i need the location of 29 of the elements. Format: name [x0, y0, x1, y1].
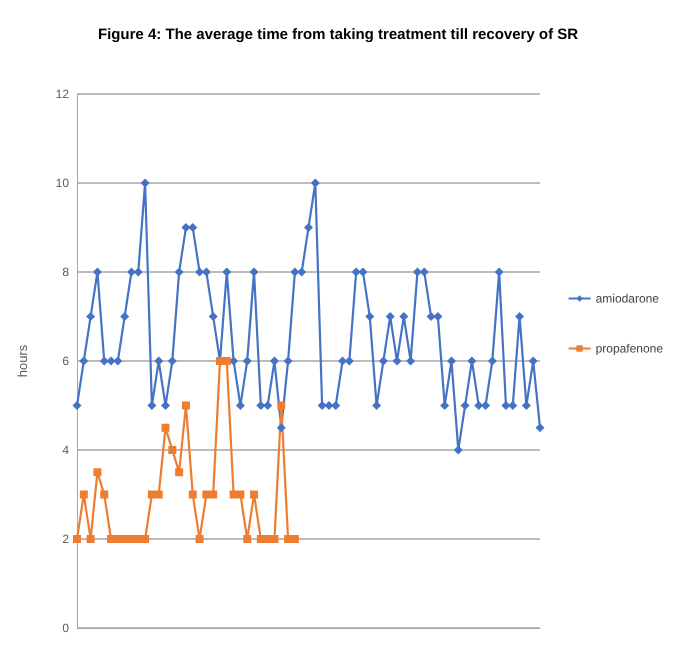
point: [196, 535, 204, 543]
legend-label: propafenone: [596, 342, 664, 356]
point: [182, 402, 190, 410]
point: [243, 535, 252, 543]
y-axis-title: hours: [15, 344, 30, 378]
y-tick-label: 8: [62, 265, 70, 279]
legend-label: amiodarone: [596, 292, 660, 306]
y-tick-label: 2: [62, 532, 70, 546]
point: [175, 468, 184, 476]
point: [93, 468, 102, 476]
point: [188, 490, 197, 498]
point: [162, 424, 170, 432]
point: [73, 535, 81, 543]
point: [141, 535, 150, 543]
point: [209, 490, 218, 498]
y-tick-label: 4: [62, 443, 70, 457]
point: [100, 490, 108, 498]
point: [168, 446, 176, 454]
y-tick-label: 10: [56, 176, 70, 190]
point: [80, 490, 88, 498]
y-tick-label: 12: [56, 87, 70, 101]
y-tick-label: 0: [62, 621, 70, 635]
point: [277, 402, 286, 410]
point: [222, 357, 231, 365]
point: [86, 535, 95, 543]
point: [250, 490, 258, 498]
y-tick-label: 6: [62, 354, 70, 368]
chart-title: Figure 4: The average time from taking treatment till recovery of SR: [98, 26, 578, 43]
point: [154, 490, 163, 498]
